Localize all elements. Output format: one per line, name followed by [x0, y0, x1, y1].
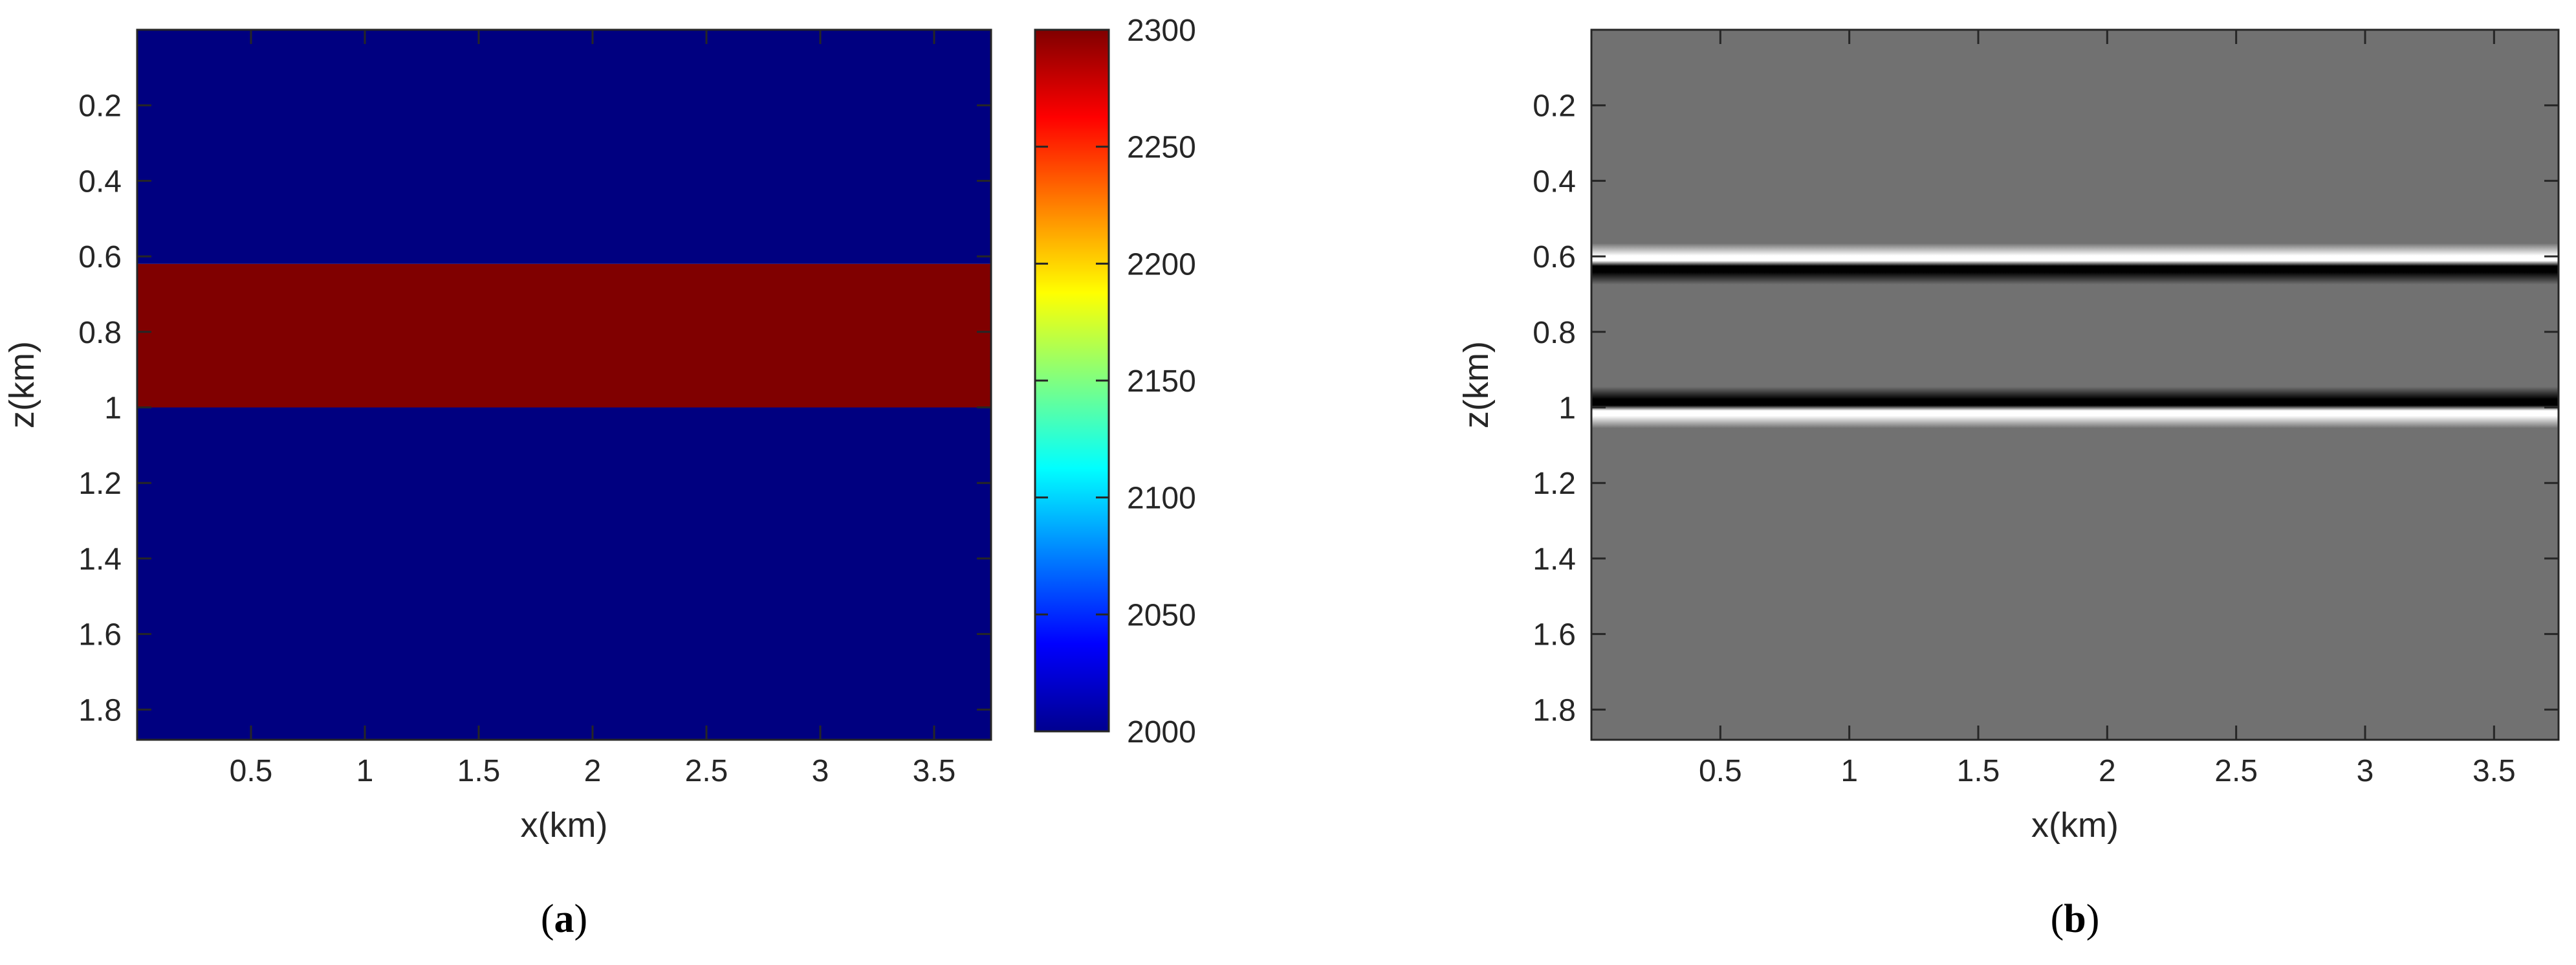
velocity-layer-3: [137, 407, 991, 740]
velocity-model-panel: x(km) z(km) 2000 2050 2100 2150 2200 2250 2300…: [3, 14, 1196, 941]
velocity-x-tick-label: 2: [584, 754, 602, 788]
panel-label-b-close: ): [2086, 897, 2100, 941]
colorbar-tick-label: 2250: [1127, 131, 1196, 165]
panel-label-b-letter: b: [2064, 897, 2086, 941]
colorbar-tick-label: 2200: [1127, 247, 1196, 282]
colorbar-tick-label: 2300: [1127, 14, 1196, 48]
panel-label-b-open: (: [2051, 897, 2064, 941]
colorbar: 2000 2050 2100 2150 2200 2250 2300: [1034, 14, 1196, 749]
migration-y-tick-label: 1.4: [1533, 542, 1576, 577]
velocity-plot-frame: [136, 28, 992, 741]
migration-y-ticks: 0.2 0.4 0.6 0.8 1 1.2 1.4 1.6 1.8: [1533, 89, 2559, 727]
colorbar-ticks: 2000 2050 2100 2150 2200 2250 2300: [1035, 14, 1196, 749]
migration-x-tick-label: 3: [2357, 754, 2374, 788]
velocity-layer-2: [137, 263, 991, 408]
reflector-1: [1591, 243, 2559, 285]
panel-label-b: (b): [2051, 897, 2100, 941]
velocity-x-tick-label: 0.5: [230, 754, 273, 788]
migration-y-axis-label: z(km): [1457, 341, 1496, 428]
migration-x-tick-label: 2: [2099, 754, 2116, 788]
migration-y-tick-label: 1.8: [1533, 693, 1576, 727]
migration-plot-frame: [1590, 28, 2560, 741]
velocity-x-ticks: 0.5 1 1.5 2 2.5 3 3.5: [230, 30, 956, 788]
migration-y-tick-label: 0.8: [1533, 316, 1576, 350]
colorbar-tick-label: 2050: [1127, 598, 1196, 632]
velocity-layer-1: [137, 30, 991, 264]
velocity-x-tick-label: 1: [356, 754, 374, 788]
migration-image-panel: x(km) z(km) (b) 0.5 1 1.5 2 2.5 3 3.5 0.2 0.4 0.6…: [1457, 28, 2560, 941]
velocity-x-tick-label: 1.5: [457, 754, 501, 788]
panel-label-a-open: (: [541, 897, 554, 941]
velocity-y-tick-label: 0.6: [78, 240, 122, 274]
reflector-2: [1591, 386, 2559, 428]
velocity-y-tick-label: 0.2: [78, 89, 122, 124]
migration-x-tick-label: 2.5: [2214, 754, 2258, 788]
migration-x-tick-label: 1: [1840, 754, 1858, 788]
migration-x-tick-label: 1.5: [1957, 754, 2000, 788]
migration-x-ticks: 0.5 1 1.5 2 2.5 3 3.5: [1699, 30, 2516, 788]
velocity-x-tick-label: 3.5: [913, 754, 956, 788]
velocity-y-tick-label: 1.4: [78, 542, 122, 577]
velocity-y-tick-label: 1.2: [78, 467, 122, 501]
panel-label-a-close: ): [574, 897, 588, 941]
panel-label-a-letter: a: [554, 897, 574, 941]
panel-label-a: (a): [541, 897, 587, 941]
colorbar-tick-label: 2150: [1127, 364, 1196, 399]
migration-y-tick-label: 1.2: [1533, 467, 1576, 501]
velocity-y-tick-label: 1.6: [78, 618, 122, 652]
migration-x-tick-label: 0.5: [1699, 754, 1742, 788]
migration-x-axis-label: x(km): [2031, 806, 2119, 845]
velocity-y-tick-label: 1: [104, 392, 122, 426]
velocity-model-image: [137, 30, 991, 740]
velocity-x-axis-label: x(km): [521, 806, 608, 845]
migration-y-tick-label: 0.2: [1533, 89, 1576, 124]
migration-background: [1591, 30, 2559, 740]
migration-x-tick-label: 3.5: [2472, 754, 2516, 788]
migration-y-tick-label: 0.4: [1533, 164, 1576, 199]
velocity-x-tick-label: 3: [812, 754, 829, 788]
migration-y-tick-label: 0.6: [1533, 240, 1576, 274]
velocity-y-axis-label: z(km): [3, 341, 41, 428]
colorbar-tick-label: 2000: [1127, 715, 1196, 749]
colorbar-tick-label: 2100: [1127, 482, 1196, 516]
velocity-y-tick-label: 1.8: [78, 693, 122, 727]
velocity-x-tick-label: 2.5: [685, 754, 728, 788]
velocity-y-ticks: 0.2 0.4 0.6 0.8 1 1.2 1.4 1.6 1.8: [78, 89, 991, 727]
velocity-y-tick-label: 0.8: [78, 316, 122, 350]
migration-y-tick-label: 1.6: [1533, 618, 1576, 652]
velocity-y-tick-label: 0.4: [78, 164, 122, 199]
migration-y-tick-label: 1: [1558, 392, 1576, 426]
migration-image: [1591, 30, 2559, 740]
